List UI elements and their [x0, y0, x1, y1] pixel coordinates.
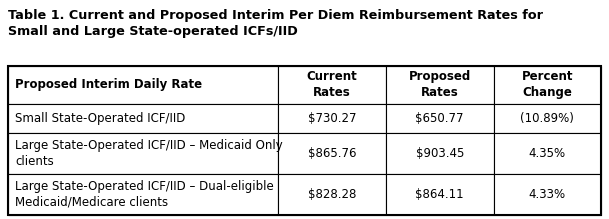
Bar	[494, 133, 601, 174]
Text: Table 1. Current and Proposed Interim Per Diem Reimbursement Rates for
Small and: Table 1. Current and Proposed Interim Pe…	[8, 9, 543, 39]
Bar	[278, 104, 385, 133]
Bar	[8, 133, 278, 174]
Bar	[385, 174, 494, 215]
Text: $903.45: $903.45	[415, 147, 464, 160]
Text: $650.77: $650.77	[415, 112, 464, 125]
Bar	[494, 104, 601, 133]
Text: $865.76: $865.76	[308, 147, 356, 160]
Text: $828.28: $828.28	[308, 188, 356, 201]
Bar	[385, 65, 494, 104]
Bar	[494, 174, 601, 215]
Text: $730.27: $730.27	[308, 112, 356, 125]
Text: Proposed Interim Daily Rate: Proposed Interim Daily Rate	[15, 78, 202, 91]
Text: Small State-Operated ICF/IID: Small State-Operated ICF/IID	[15, 112, 185, 125]
Text: Percent
Change: Percent Change	[521, 70, 573, 99]
Text: Large State-Operated ICF/IID – Medicaid Only
clients: Large State-Operated ICF/IID – Medicaid …	[15, 139, 283, 168]
Bar	[494, 65, 601, 104]
Bar	[278, 65, 385, 104]
Bar	[8, 174, 278, 215]
Text: Proposed
Rates: Proposed Rates	[409, 70, 471, 99]
Bar	[385, 104, 494, 133]
Bar	[8, 104, 278, 133]
Bar	[278, 133, 385, 174]
Text: Current
Rates: Current Rates	[306, 70, 357, 99]
Bar	[385, 133, 494, 174]
Bar	[8, 65, 278, 104]
Bar	[8, 65, 601, 215]
Text: (10.89%): (10.89%)	[521, 112, 574, 125]
Text: 4.33%: 4.33%	[529, 188, 566, 201]
Text: Large State-Operated ICF/IID – Dual-eligible
Medicaid/Medicare clients: Large State-Operated ICF/IID – Dual-elig…	[15, 180, 274, 209]
Bar	[278, 174, 385, 215]
Text: $864.11: $864.11	[415, 188, 464, 201]
Text: 4.35%: 4.35%	[529, 147, 566, 160]
